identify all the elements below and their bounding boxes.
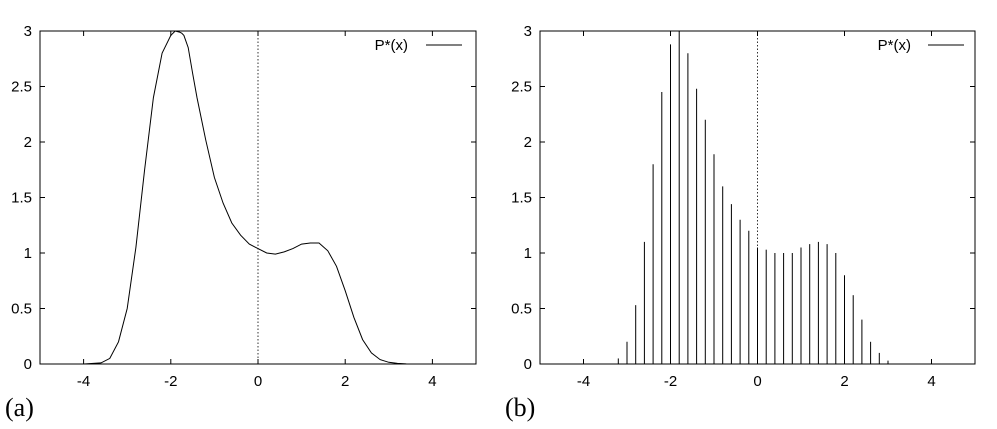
panel-a-ytick-label: 1 <box>24 245 32 262</box>
panel-a-xtick-label: 2 <box>341 373 349 390</box>
panel-a-ytick-label: 2.5 <box>11 79 32 96</box>
panel-a-ytick-label: 3 <box>24 23 32 40</box>
panel-b-xtick-label: 0 <box>753 373 761 390</box>
panel-a-series-line <box>40 30 476 365</box>
panel-a-legend-label: P*(x) <box>375 37 408 54</box>
panel-b-xtick-label: 4 <box>927 373 935 390</box>
panel-a-ytick-label: 0 <box>24 356 32 373</box>
panel-b-ytick-label: 1 <box>524 245 532 262</box>
panel-a-ytick-label: 2 <box>24 134 32 151</box>
panel-b-xtick-label: -2 <box>664 373 677 390</box>
panel-b-legend-label: P*(x) <box>878 37 911 54</box>
panel-a-xtick-label: -2 <box>164 373 177 390</box>
panel-b-ytick-label: 0.5 <box>511 301 532 318</box>
panel-b-ytick-label: 1.5 <box>511 190 532 207</box>
panel-b-xtick-label: 2 <box>840 373 848 390</box>
panel-a-ytick-label: 0.5 <box>11 301 32 318</box>
panel-a-xtick-label: -4 <box>77 373 90 390</box>
panel-a-xtick-label: 4 <box>428 373 436 390</box>
panel-b-label: (b) <box>505 393 535 422</box>
panel-b-ytick-label: 2 <box>524 134 532 151</box>
panel-a-label: (a) <box>5 393 34 422</box>
panel-b-xtick-label: -4 <box>577 373 590 390</box>
panel-b-ytick-label: 2.5 <box>511 79 532 96</box>
panel-b-ytick-label: 0 <box>524 356 532 373</box>
panel-b-ytick-label: 3 <box>524 23 532 40</box>
panel-a-ytick-label: 1.5 <box>11 190 32 207</box>
panel-a-xtick-label: 0 <box>254 373 262 390</box>
